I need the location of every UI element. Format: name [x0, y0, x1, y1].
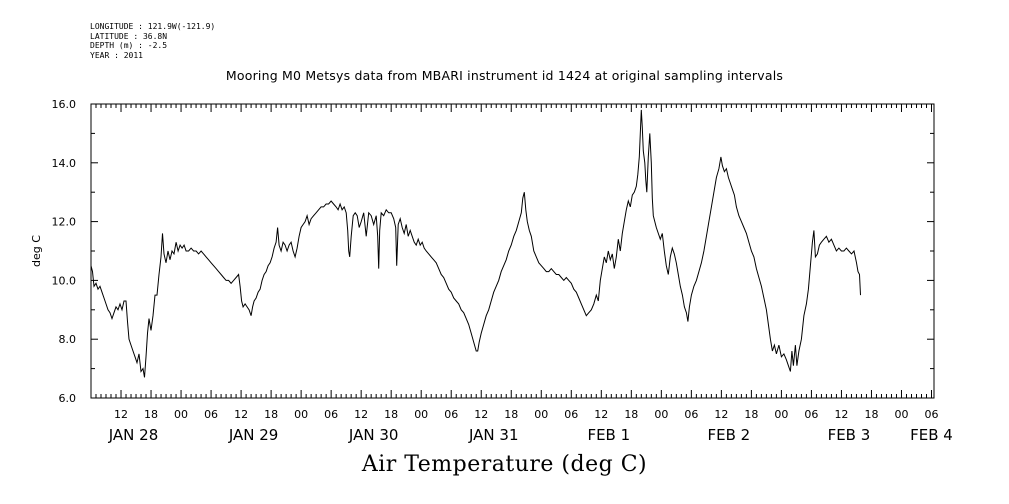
x-tick-label: 06: [684, 408, 698, 421]
x-tick-label: 00: [534, 408, 548, 421]
x-tick-label: 00: [174, 408, 188, 421]
x-tick-label: 06: [444, 408, 458, 421]
depth-text: DEPTH (m) : -2.5: [90, 41, 168, 50]
x-date-label: JAN 30: [348, 426, 399, 444]
x-tick-label: 12: [714, 408, 728, 421]
x-tick-label: 18: [264, 408, 278, 421]
chart-title: Mooring M0 Metsys data from MBARI instru…: [225, 68, 784, 83]
year-text: YEAR : 2011: [90, 50, 143, 60]
air-temperature-line: [90, 109, 861, 378]
x-tick-label: 06: [804, 408, 818, 421]
x-tick-label: 06: [324, 408, 338, 421]
x-date-label: FEB 2: [708, 426, 751, 444]
y-axis: 6.0 8.0 10.0 12.0 14.0 16.0: [52, 98, 934, 405]
x-tick-label: 18: [864, 408, 878, 421]
x-date-label: FEB 3: [828, 426, 871, 444]
x-date-label: JAN 29: [228, 426, 279, 444]
x-tick-label: 06: [204, 408, 218, 421]
x-tick-label: 18: [384, 408, 398, 421]
x-tick-label: 18: [144, 408, 158, 421]
y-tick-label: 16.0: [52, 98, 77, 111]
location-metadata: LONGITUDE : 121.9W(-121.9) LATITUDE : 36…: [90, 22, 215, 60]
x-tick-label: 12: [354, 408, 368, 421]
y-axis-label: deg C: [30, 235, 43, 267]
x-tick-label: 00: [294, 408, 308, 421]
x-tick-label: 00: [654, 408, 668, 421]
x-tick-label: 12: [234, 408, 248, 421]
y-tick-label: 6.0: [59, 392, 77, 405]
x-axis: 12 18 00 06 12 18 00 06 12 18 00 06 12 18 00 06 12 18 00 06…: [90, 104, 953, 444]
x-tick-label: 06: [924, 408, 938, 421]
x-tick-label: 12: [114, 408, 128, 421]
x-axis-label: Air Temperature (deg C): [361, 452, 648, 477]
y-tick-label: 12.0: [52, 216, 77, 229]
x-tick-label: 12: [474, 408, 488, 421]
x-tick-label: 12: [834, 408, 848, 421]
x-tick-label: 06: [564, 408, 578, 421]
y-tick-label: 8.0: [59, 333, 77, 346]
x-tick-label: 00: [894, 408, 908, 421]
x-tick-label: 18: [504, 408, 518, 421]
x-date-label: FEB 4: [910, 426, 953, 444]
longitude-text: LONGITUDE : 121.9W(-121.9): [90, 22, 216, 31]
plot-frame: [90, 103, 935, 399]
x-tick-label: 00: [774, 408, 788, 421]
y-tick-label: 14.0: [52, 157, 77, 170]
x-tick-label: 00: [414, 408, 428, 421]
x-tick-label: 12: [594, 408, 608, 421]
x-tick-label: 18: [624, 408, 638, 421]
x-date-label: JAN 28: [108, 426, 159, 444]
x-tick-label: 18: [744, 408, 758, 421]
x-date-label: JAN 31: [468, 426, 519, 444]
y-tick-label: 10.0: [52, 274, 77, 287]
latitude-text: LATITUDE : 36.8N: [90, 31, 168, 41]
x-date-label: FEB 1: [587, 426, 630, 444]
